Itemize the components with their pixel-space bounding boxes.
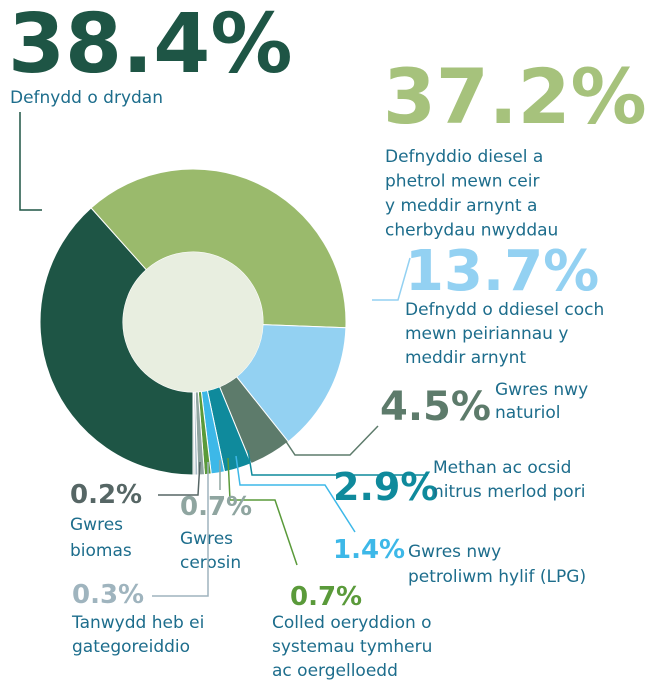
slice-label: Defnydd o ddiesel coch	[405, 300, 604, 320]
slice-label: meddir arnynt	[405, 348, 526, 368]
leader-line	[247, 449, 428, 476]
value-label: 4.5%	[380, 384, 491, 430]
value-label: 37.2%	[383, 52, 647, 141]
slice-label: phetrol mewn ceir	[385, 172, 539, 192]
leader-line	[235, 455, 356, 533]
value-label: 38.4%	[8, 0, 292, 92]
slice-label: Methan ac ocsid	[433, 458, 571, 478]
leader-line	[19, 112, 42, 211]
slice-label: Tanwydd heb ei	[71, 613, 204, 633]
slice-label: naturiol	[495, 403, 560, 423]
slice-label: mewn peiriannau y	[405, 324, 568, 344]
value-label: 0.7%	[180, 492, 252, 522]
slice-label: Defnyddio diesel a	[385, 147, 543, 167]
donut-hole	[123, 252, 263, 392]
value-label: 2.9%	[333, 465, 438, 509]
leader-line	[372, 257, 411, 301]
slice-label: cherbydau nwyddau	[385, 221, 558, 241]
value-label: 0.3%	[72, 580, 144, 610]
slice-label: Defnydd o drydan	[10, 88, 163, 108]
slice-label: y meddir arnynt a	[385, 196, 537, 216]
value-label: 0.7%	[290, 582, 362, 612]
slice-label: ac oergelloedd	[272, 661, 398, 681]
slice-label: Gwres nwy	[408, 542, 501, 562]
slice-label: gategoreiddio	[72, 637, 190, 657]
leader-line	[227, 457, 298, 566]
slice-label: systemau tymheru	[272, 637, 432, 657]
slice-label: nitrus merlod pori	[433, 482, 585, 502]
slice-label: Gwres	[180, 529, 233, 549]
slice-label: petroliwm hylif (LPG)	[408, 567, 586, 587]
slice-label: Colled oeryddion o	[272, 613, 432, 633]
value-label: 13.7%	[405, 239, 599, 304]
value-label: 1.4%	[333, 535, 405, 565]
slice-label: Gwres nwy	[495, 380, 588, 400]
slice-label: biomas	[70, 541, 132, 561]
leader-line	[158, 461, 201, 496]
leader-line	[152, 462, 209, 597]
leader-line	[284, 425, 379, 456]
value-label: 0.2%	[70, 480, 142, 510]
slice-label: cerosin	[180, 553, 241, 573]
slice-label: Gwres	[70, 515, 123, 535]
